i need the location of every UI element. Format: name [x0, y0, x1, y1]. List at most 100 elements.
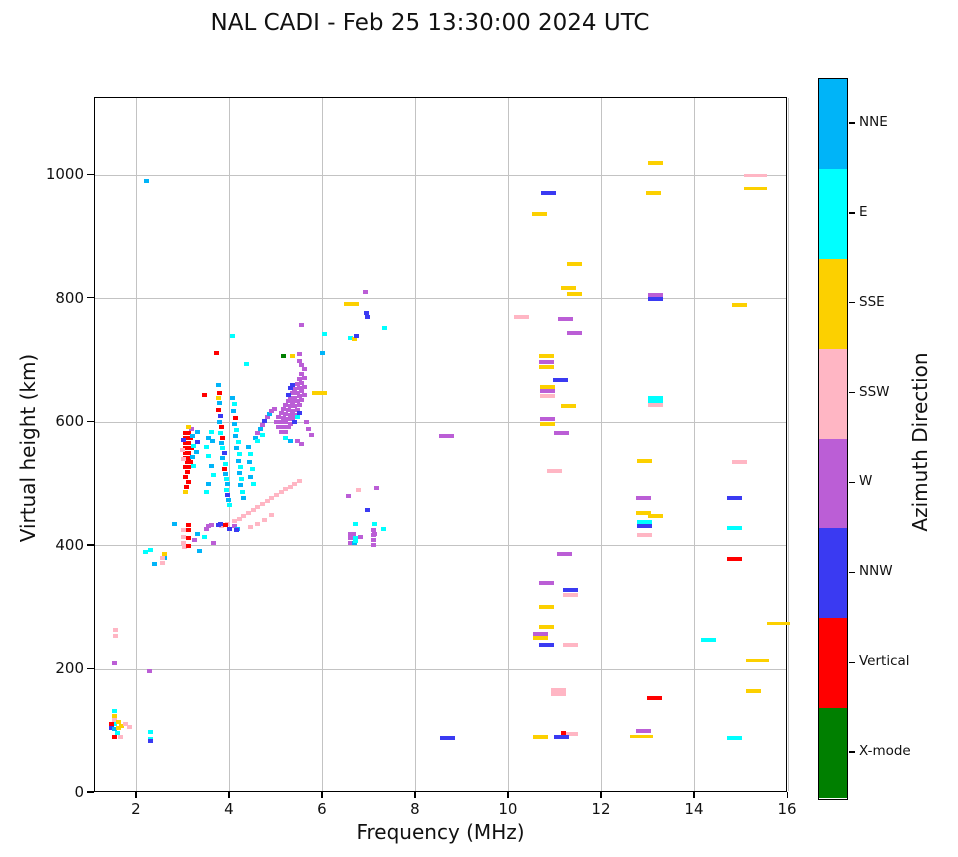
data-point-vertical [185, 543, 191, 548]
data-point-w [301, 367, 307, 372]
data-point-e [249, 467, 255, 472]
data-point-sse [115, 719, 121, 724]
data-point-ssw [292, 482, 298, 487]
y-axis-label: Virtual height (km) [16, 353, 40, 543]
x-tick-mark [414, 792, 416, 798]
data-point-ssw [356, 487, 362, 492]
x-tick-label: 8 [410, 800, 420, 818]
x-tick-mark [228, 792, 230, 798]
data-point-w [280, 425, 286, 430]
data-point-ssw [250, 508, 256, 513]
data-point-w [285, 416, 291, 421]
data-point-w [290, 391, 296, 396]
data-point-ssw [551, 688, 567, 693]
data-point-vertical [185, 451, 191, 456]
data-point-w [301, 392, 307, 397]
data-point-sse [531, 212, 547, 217]
data-point-w [276, 425, 282, 430]
data-point-sse [647, 513, 663, 518]
data-point-w [297, 385, 303, 390]
data-point-sse [539, 384, 555, 389]
gridline-vertical [415, 98, 417, 791]
data-point-e [647, 399, 663, 404]
data-point-sse [767, 622, 791, 626]
data-point-nnw [365, 315, 371, 320]
data-point-sse [560, 286, 576, 291]
data-point-sse [215, 395, 221, 400]
data-point-nne [245, 445, 251, 450]
data-point-w [297, 358, 303, 363]
data-point-nnw [225, 493, 231, 498]
data-point-nnw [285, 392, 291, 397]
y-tick-label: 400 [55, 535, 84, 554]
y-tick-mark [87, 544, 94, 546]
data-point-w [208, 522, 214, 527]
data-point-w [299, 441, 305, 446]
x-tick-label: 10 [498, 800, 518, 818]
y-tick-label: 1000 [45, 165, 84, 184]
data-point-nne [171, 521, 177, 526]
data-point-w [294, 399, 300, 404]
colorbar-tick-label: SSW [859, 383, 890, 400]
data-point-w [299, 362, 305, 367]
data-point-nne [217, 420, 223, 425]
data-point-nne [190, 454, 196, 459]
colorbar-tick-mark [849, 212, 855, 214]
data-point-e [352, 536, 358, 541]
data-point-e [227, 503, 233, 508]
data-point-vertical [184, 460, 190, 465]
data-point-w [292, 386, 298, 391]
data-point-ssw [179, 447, 185, 452]
data-point-e [148, 547, 154, 552]
data-point-nne [287, 438, 293, 443]
data-point-ssw [269, 513, 275, 517]
data-point-w [147, 668, 153, 673]
data-point-ssw [647, 403, 663, 408]
x-tick-mark [321, 792, 323, 798]
data-point-vertical [186, 535, 192, 540]
gridline-horizontal [95, 545, 786, 547]
data-point-w [567, 330, 583, 335]
x-tick-mark [600, 792, 602, 798]
colorbar-tick-mark [849, 661, 855, 663]
data-point-nnw [218, 414, 224, 419]
colorbar-segment-vertical [819, 618, 847, 709]
x-tick-label: 4 [224, 800, 234, 818]
data-point-w [538, 359, 554, 364]
data-point-e [222, 461, 228, 466]
data-point-e [208, 429, 214, 434]
data-point-w [283, 420, 289, 425]
data-point-nnw [287, 386, 293, 391]
data-point-nne [246, 459, 252, 464]
colorbar-segment-e [819, 168, 847, 259]
data-point-ssw [219, 524, 224, 529]
data-point-vertical [183, 475, 189, 480]
data-point-ssw [118, 735, 124, 740]
data-point-nnw [180, 437, 186, 442]
data-point-w [558, 316, 574, 321]
data-point-nne [206, 482, 212, 487]
data-point-sse [538, 364, 554, 369]
data-point-sse [290, 354, 296, 359]
data-point-w [301, 384, 307, 389]
y-tick-label: 600 [55, 412, 84, 431]
data-point-vertical [186, 456, 192, 461]
colorbar-tick-label: NNW [859, 563, 893, 580]
data-point-sse [645, 190, 661, 195]
data-point-vertical [183, 441, 189, 446]
data-point-e [283, 435, 289, 440]
data-point-e [114, 731, 120, 736]
data-point-e [232, 401, 238, 406]
colorbar-tick-label: SSE [859, 293, 885, 310]
data-point-vertical [185, 446, 191, 451]
colorbar-segment-x-mode [819, 708, 847, 798]
data-point-nnw [218, 521, 224, 526]
data-point-vertical [185, 431, 191, 436]
data-point-w [287, 412, 293, 417]
data-point-ssw [159, 556, 165, 561]
colorbar-tick-label: Vertical [859, 653, 910, 670]
data-point-sse [731, 302, 747, 307]
data-point-vertical [232, 416, 238, 420]
data-point-e [380, 527, 386, 532]
data-point-e [204, 490, 210, 495]
